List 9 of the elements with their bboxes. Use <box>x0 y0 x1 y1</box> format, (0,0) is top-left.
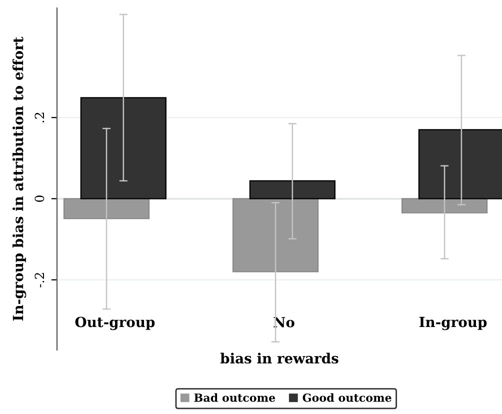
legend-label: Good outcome <box>302 393 392 402</box>
y-axis-title: In-group bias in attribution to effort <box>12 36 26 321</box>
legend-label: Bad outcome <box>194 393 276 402</box>
x-tick-label: In-group <box>419 316 487 330</box>
y-tick-label: .2 <box>34 112 44 122</box>
x-axis-title: bias in rewards <box>220 352 338 364</box>
y-tick-label: -.2 <box>34 272 44 288</box>
y-tick-label: 0 <box>34 196 44 202</box>
x-tick-label: Out-group <box>75 316 155 330</box>
